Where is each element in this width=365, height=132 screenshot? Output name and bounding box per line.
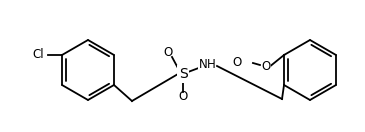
Text: O: O (164, 46, 173, 60)
Text: O: O (261, 60, 270, 72)
Text: H: H (207, 58, 215, 70)
Text: S: S (178, 67, 187, 81)
Text: O: O (233, 55, 242, 69)
Text: N: N (199, 58, 207, 70)
Text: O: O (178, 91, 188, 103)
Text: Cl: Cl (32, 48, 44, 62)
